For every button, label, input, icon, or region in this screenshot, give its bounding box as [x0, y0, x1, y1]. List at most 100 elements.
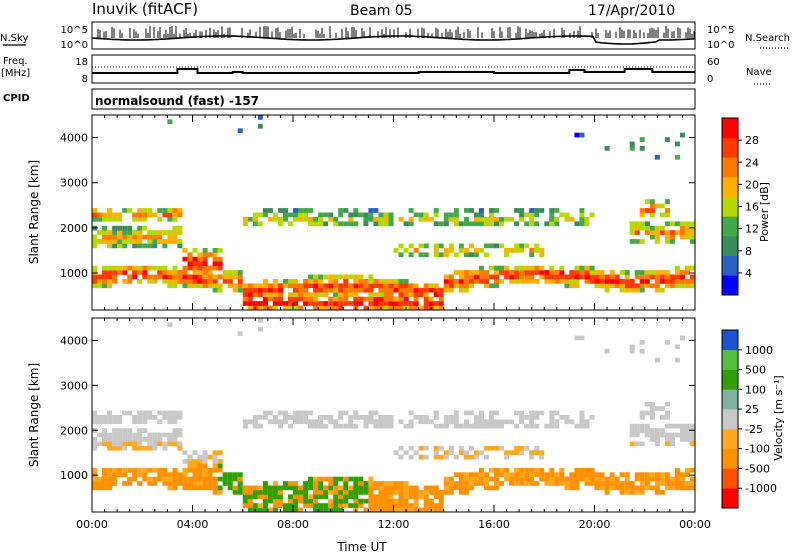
power-cell [318, 305, 324, 311]
power-cell [579, 216, 585, 222]
velocity-cell [438, 507, 444, 513]
nsearch-tick-bottom: 10^0 [707, 40, 734, 51]
velocity-cell [102, 472, 108, 478]
power-cell [463, 274, 469, 280]
power-cell [92, 208, 98, 213]
power-cell [237, 279, 243, 284]
power-cell [478, 221, 484, 227]
power-cell [107, 265, 113, 271]
velocity-cell [262, 498, 268, 504]
velocity-cell [499, 481, 505, 486]
power-cell [564, 212, 570, 218]
power-cell [182, 270, 188, 275]
power-cell [529, 221, 535, 227]
velocity-cell [177, 432, 183, 438]
power-cell [519, 216, 525, 222]
power-cell [398, 296, 404, 302]
power-cell [393, 283, 399, 289]
power-cell [247, 216, 253, 222]
velocity-cell [142, 437, 148, 442]
power-cell [639, 270, 645, 275]
power-cell [378, 287, 384, 293]
velocity-cell [132, 415, 138, 420]
power-cell [92, 265, 98, 271]
power-cell [519, 279, 525, 284]
velocity-cell [388, 494, 394, 500]
velocity-cell [192, 463, 198, 469]
velocity-cell [398, 498, 404, 504]
velocity-cell [313, 494, 319, 500]
nave-tick-bottom: 0 [707, 74, 713, 85]
power-cell [127, 239, 133, 244]
power-cell [438, 243, 444, 249]
velocity-cell [293, 415, 299, 420]
velocity-cell [599, 472, 605, 478]
velocity-cell [303, 410, 309, 416]
velocity-cell [358, 476, 364, 482]
power-cell [418, 212, 424, 218]
velocity-cell [484, 476, 490, 482]
velocity-cell [514, 423, 520, 429]
power-cell [408, 283, 414, 289]
power-cell [137, 212, 143, 218]
velocity-cell [438, 454, 444, 460]
velocity-cell [473, 476, 479, 482]
power-cell [313, 283, 319, 289]
velocity-cell [97, 432, 103, 438]
power-cell [343, 292, 349, 298]
power-cell [428, 283, 434, 289]
velocity-cell [569, 481, 575, 486]
power-cell [308, 292, 314, 298]
velocity-cell [654, 357, 660, 363]
velocity-cell [690, 441, 696, 447]
power-cell [584, 274, 590, 280]
power-cell [484, 279, 490, 284]
velocity-cell [323, 476, 329, 482]
velocity-cell [649, 485, 655, 491]
velocity-cell [333, 490, 339, 495]
velocity-cell [147, 481, 153, 486]
velocity-cell [408, 419, 414, 425]
velocity-cell [217, 459, 223, 464]
velocity-cell [122, 467, 128, 473]
velocity-cell [549, 467, 555, 473]
velocity-cell [222, 476, 228, 482]
velocity-cell [288, 415, 294, 420]
velocity-cell [383, 498, 389, 504]
power-cell [338, 212, 344, 218]
velocity-cell [202, 485, 208, 491]
power-cell [433, 252, 439, 258]
velocity-cell [554, 481, 560, 486]
power-cell [383, 221, 389, 227]
velocity-cell [247, 494, 253, 500]
velocity-cell [202, 454, 208, 460]
power-cell [142, 274, 148, 280]
power-cell [172, 283, 178, 289]
cpid-text: normalsound (fast) -157 [95, 94, 259, 108]
velocity-cell [388, 419, 394, 425]
power-cell [202, 265, 208, 271]
colorbar-segment [722, 389, 738, 410]
power-cell [574, 265, 580, 271]
velocity-cell [152, 432, 158, 438]
power-cell [554, 274, 560, 280]
power-cell [690, 265, 696, 271]
velocity-cell [448, 481, 454, 486]
power-cell [202, 252, 208, 258]
power-cell [589, 265, 595, 271]
power-cell [117, 216, 123, 222]
velocity-cell [157, 437, 163, 442]
velocity-cell [187, 485, 193, 491]
velocity-cell [463, 423, 469, 429]
power-cell [584, 270, 590, 275]
velocity-cell [679, 476, 685, 482]
power-cell [514, 221, 520, 227]
velocity-cell [654, 485, 660, 491]
power-cell [383, 212, 389, 218]
power-cell [262, 279, 268, 284]
power-cell [167, 230, 173, 235]
velocity-cell [142, 415, 148, 420]
velocity-cell [328, 498, 334, 504]
